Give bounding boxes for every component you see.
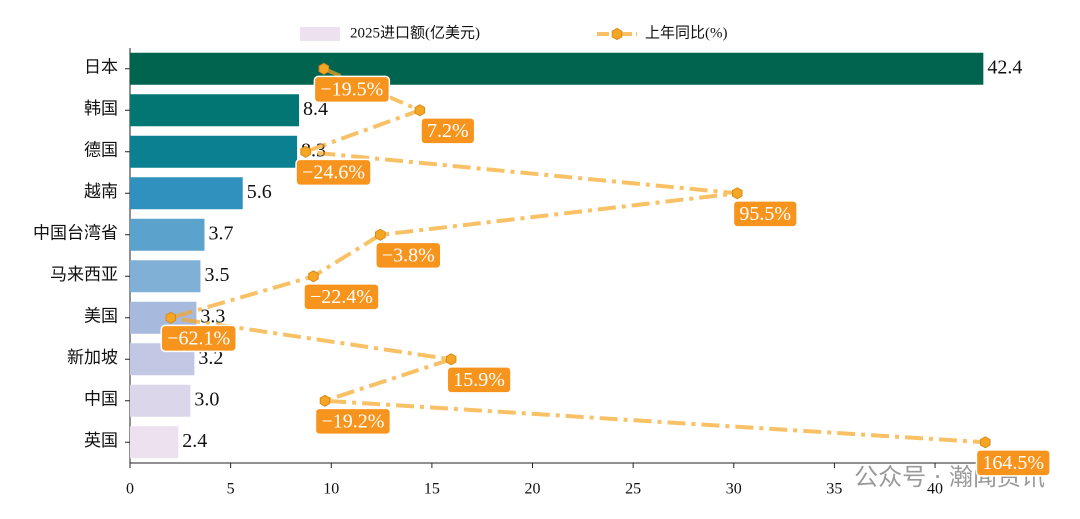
yoy-label-text: −24.6% bbox=[302, 161, 365, 183]
y-tick-label: 越南 bbox=[84, 182, 118, 201]
x-tick-label: 20 bbox=[525, 481, 541, 498]
y-tick-label: 美国 bbox=[84, 307, 118, 326]
yoy-marker bbox=[732, 187, 743, 200]
yoy-label-text: −62.1% bbox=[167, 327, 230, 349]
yoy-label: −3.8% bbox=[375, 241, 442, 270]
x-tick-label: 15 bbox=[424, 481, 440, 498]
bar-value-label: 3.5 bbox=[204, 264, 229, 286]
yoy-label-box bbox=[732, 200, 798, 228]
yoy-label-text: 7.2% bbox=[427, 120, 469, 142]
yoy-marker bbox=[165, 311, 176, 324]
legend-label: 上年同比(%) bbox=[645, 24, 728, 41]
bar bbox=[130, 52, 984, 85]
legend-swatch bbox=[300, 27, 340, 41]
yoy-label-text: 164.5% bbox=[982, 452, 1044, 474]
line-series: −19.5% 7.2% −24.6% 95.5% −3.8% −22.4% −62.1% 15… bbox=[160, 62, 1051, 477]
y-tick-label: 中国 bbox=[84, 390, 118, 409]
bar bbox=[130, 260, 201, 293]
x-tick-label: 40 bbox=[927, 481, 943, 498]
yoy-marker bbox=[308, 270, 319, 283]
yoy-label: −19.5% bbox=[313, 75, 391, 104]
yoy-label: −24.6% bbox=[295, 158, 372, 187]
x-tick-label: 35 bbox=[826, 481, 842, 498]
yoy-label: −19.2% bbox=[314, 407, 392, 436]
yoy-marker bbox=[319, 394, 331, 407]
yoy-label-box bbox=[420, 117, 476, 145]
yoy-marker bbox=[375, 228, 386, 241]
yoy-label-box bbox=[375, 241, 442, 270]
y-tick-label: 马来西亚 bbox=[50, 265, 118, 284]
yoy-label-text: −19.2% bbox=[321, 410, 384, 432]
yoy-label: −62.1% bbox=[160, 324, 237, 353]
bar bbox=[130, 218, 205, 251]
bar bbox=[130, 384, 191, 417]
bar-value-label: 3.2 bbox=[198, 347, 223, 369]
x-tick-label: 0 bbox=[126, 481, 134, 498]
y-tick-label: 英国 bbox=[84, 431, 118, 450]
legend-marker bbox=[611, 27, 623, 41]
y-tick-label: 日本 bbox=[84, 58, 118, 77]
bar-value-label: 5.6 bbox=[247, 181, 272, 203]
x-tick-label: 25 bbox=[625, 481, 641, 498]
bar-value-label: 42.4 bbox=[987, 56, 1022, 78]
yoy-label-box bbox=[295, 158, 372, 187]
yoy-label-text: 95.5% bbox=[739, 203, 791, 225]
legend-label: 2025进口额(亿美元) bbox=[350, 24, 480, 41]
yoy-label-text: −22.4% bbox=[310, 286, 373, 308]
yoy-label-box bbox=[303, 283, 380, 311]
y-tick-label: 中国台湾省 bbox=[33, 224, 118, 243]
y-tick-label: 德国 bbox=[84, 141, 118, 160]
yoy-label-text: 15.9% bbox=[453, 369, 505, 391]
yoy-label-box bbox=[314, 407, 392, 436]
yoy-label: 95.5% bbox=[732, 200, 798, 228]
bar-value-label: 8.4 bbox=[303, 98, 328, 120]
y-tick-label: 韩国 bbox=[84, 99, 118, 118]
x-tick-label: 5 bbox=[227, 481, 235, 498]
bar bbox=[130, 135, 298, 168]
y-tick-label: 新加坡 bbox=[67, 348, 118, 367]
yoy-marker bbox=[445, 353, 457, 366]
yoy-label: 7.2% bbox=[420, 117, 476, 145]
yoy-label-box bbox=[975, 449, 1051, 477]
yoy-label: 164.5% bbox=[975, 449, 1051, 477]
bar-value-label: 2.4 bbox=[182, 430, 207, 452]
yoy-label: −22.4% bbox=[303, 283, 380, 311]
bar bbox=[130, 426, 179, 459]
bar bbox=[130, 177, 243, 210]
yoy-marker bbox=[980, 436, 991, 449]
yoy-label: 15.9% bbox=[446, 366, 512, 394]
bar-value-label: 3.0 bbox=[194, 388, 219, 410]
yoy-marker bbox=[300, 145, 311, 158]
x-tick-label: 10 bbox=[323, 481, 339, 498]
yoy-label-text: −3.8% bbox=[382, 244, 435, 266]
bar-value-label: 3.7 bbox=[208, 222, 233, 244]
yoy-label-box bbox=[446, 366, 512, 394]
yoy-marker bbox=[318, 62, 330, 75]
bar bbox=[130, 94, 300, 127]
yoy-label-box bbox=[313, 75, 391, 104]
yoy-marker bbox=[414, 104, 426, 117]
x-tick-label: 30 bbox=[726, 481, 742, 498]
yoy-label-box bbox=[160, 324, 237, 353]
yoy-line bbox=[170, 66, 986, 445]
yoy-label-text: −19.5% bbox=[320, 78, 383, 100]
